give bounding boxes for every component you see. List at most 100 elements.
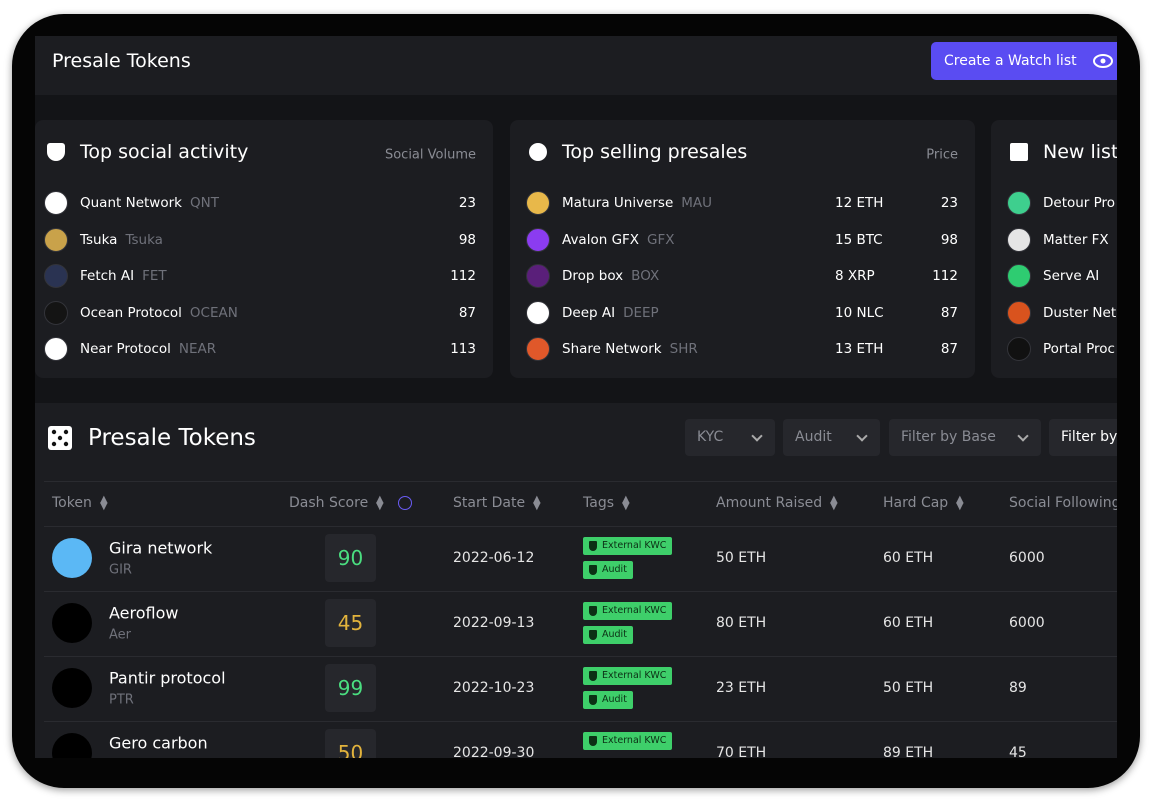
token-symbol: DEEP bbox=[623, 304, 659, 321]
panel-row: Near Protocol NEAR bbox=[80, 341, 216, 357]
sort-icon: ▲ ▼ bbox=[956, 494, 964, 512]
button-label: Create a Watch list bbox=[944, 53, 1077, 69]
chevron bbox=[1017, 430, 1029, 442]
start-date: 2022-10-23 bbox=[453, 680, 535, 696]
sort-icon: ▲ ▼ bbox=[533, 494, 541, 512]
watch-list-button[interactable]: Create a Watch list bbox=[931, 42, 1117, 80]
token-icon bbox=[526, 337, 550, 362]
column-header: Hard Cap bbox=[883, 495, 949, 511]
panel-row: Portal Proc bbox=[1043, 341, 1115, 357]
token-icon bbox=[44, 337, 68, 362]
tag: Audit bbox=[583, 561, 633, 579]
filter-label: Filter by Base bbox=[901, 429, 996, 445]
filter-dropdown[interactable]: KYC bbox=[685, 419, 775, 456]
token-name: Matura Universe bbox=[562, 195, 674, 211]
screen: Presale Tokens Create a Watch list Presa… bbox=[35, 36, 1117, 758]
column-header: Social Following bbox=[1009, 495, 1117, 511]
social-following: 45 bbox=[1009, 745, 1027, 758]
panel-row: Avalon GFX GFX bbox=[562, 232, 675, 248]
sort-icon: ▲ ▼ bbox=[830, 494, 838, 512]
panel-title: Top selling presales bbox=[562, 141, 748, 163]
token-icon bbox=[44, 227, 68, 252]
panel-row: Deep AI DEEP bbox=[562, 305, 659, 321]
panel-row: Matura Universe MAU bbox=[562, 195, 712, 211]
panel-row: Serve AI bbox=[1043, 268, 1099, 284]
token-value: 112 bbox=[932, 268, 958, 285]
panel-row: Fetch AI FET bbox=[80, 268, 167, 284]
panel-row: Share Network SHR bbox=[562, 341, 698, 357]
filter-dropdown[interactable]: Filter by bbox=[1049, 419, 1117, 456]
column-header: Token bbox=[52, 495, 92, 511]
filter-dropdown[interactable]: Filter by Base bbox=[889, 419, 1041, 456]
tag: External KWC bbox=[583, 602, 673, 620]
panel-row: Quant Network QNT bbox=[80, 195, 219, 211]
table-title: Presale Tokens bbox=[88, 425, 256, 451]
row-divider bbox=[44, 721, 1117, 722]
token-name: Pantir protocol bbox=[109, 668, 226, 688]
token-icon bbox=[1007, 300, 1031, 325]
tag: Audit bbox=[583, 691, 633, 709]
social-following: 6000 bbox=[1009, 550, 1045, 566]
amount-raised: 70 ETH bbox=[716, 745, 767, 758]
token-name: Share Network bbox=[562, 341, 662, 358]
token-icon bbox=[526, 191, 550, 215]
filter-dropdown[interactable]: Audit bbox=[783, 419, 880, 456]
social-following: 89 bbox=[1009, 680, 1027, 696]
row-divider bbox=[44, 656, 1117, 657]
amount-raised: 50 ETH bbox=[716, 550, 767, 566]
token-icon bbox=[52, 538, 92, 578]
token-symbol: OCEAN bbox=[189, 304, 238, 321]
panel: Top selling presales Price Matura Universe… bbox=[510, 120, 975, 378]
token-name: Portal Proc bbox=[1043, 341, 1115, 358]
token-symbol: SHR bbox=[669, 341, 698, 358]
token-value: 98 bbox=[458, 231, 476, 248]
token-symbol: MAU bbox=[681, 195, 713, 211]
hard-cap: 89 ETH bbox=[883, 745, 934, 758]
start-date: 2022-09-13 bbox=[453, 615, 535, 631]
token-value: 87 bbox=[940, 304, 958, 321]
start-date: 2022-09-30 bbox=[453, 745, 535, 758]
page-title: Presale Tokens bbox=[52, 50, 191, 72]
filter-label: Filter by bbox=[1061, 429, 1117, 445]
tag: External KWC bbox=[583, 732, 673, 750]
token-value: 87 bbox=[940, 341, 958, 358]
amount-raised: 80 ETH bbox=[716, 615, 767, 631]
panel-column-label: Social Volume bbox=[384, 147, 476, 163]
token-icon bbox=[526, 300, 550, 325]
chevron bbox=[856, 430, 868, 442]
panel-icon bbox=[1010, 143, 1028, 161]
token-name: Detour Pro bbox=[1043, 195, 1116, 211]
dash-score: 99 bbox=[337, 676, 364, 700]
token-price: 12 ETH bbox=[835, 195, 884, 211]
hard-cap: 60 ETH bbox=[883, 615, 934, 631]
panel-title: Top social activity bbox=[80, 141, 249, 163]
filter-label: KYC bbox=[697, 429, 724, 445]
hard-cap: 50 ETH bbox=[883, 680, 934, 696]
panel-column-label: Price bbox=[926, 147, 958, 163]
score-box: 50 bbox=[325, 729, 376, 758]
token-name: Drop box bbox=[562, 268, 624, 285]
filter-label: Audit bbox=[795, 429, 832, 445]
token-value: 23 bbox=[458, 195, 476, 211]
panel: New list Detour Pro Matter FX Serve AI Duste… bbox=[991, 120, 1117, 378]
token-name: Near Protocol bbox=[80, 341, 171, 358]
token-symbol: GFX bbox=[647, 231, 675, 248]
token-symbol: GIR bbox=[109, 562, 132, 578]
tag: External KWC bbox=[583, 537, 673, 555]
token-name: Fetch AI bbox=[80, 268, 135, 285]
token-icon bbox=[52, 668, 92, 708]
eye-icon bbox=[1093, 54, 1113, 68]
token-value: 23 bbox=[940, 195, 958, 211]
token-value: 98 bbox=[940, 231, 958, 248]
panel-icon bbox=[47, 143, 65, 161]
token-icon bbox=[44, 300, 68, 325]
token-icon bbox=[44, 191, 68, 215]
token-icon bbox=[52, 733, 92, 758]
token-symbol: Aer bbox=[109, 627, 132, 643]
panel-title: New list bbox=[1043, 141, 1117, 163]
token-name: Avalon GFX bbox=[562, 231, 640, 248]
divider bbox=[44, 481, 1117, 482]
token-name: Serve AI bbox=[1043, 268, 1100, 285]
info-icon bbox=[398, 496, 412, 510]
